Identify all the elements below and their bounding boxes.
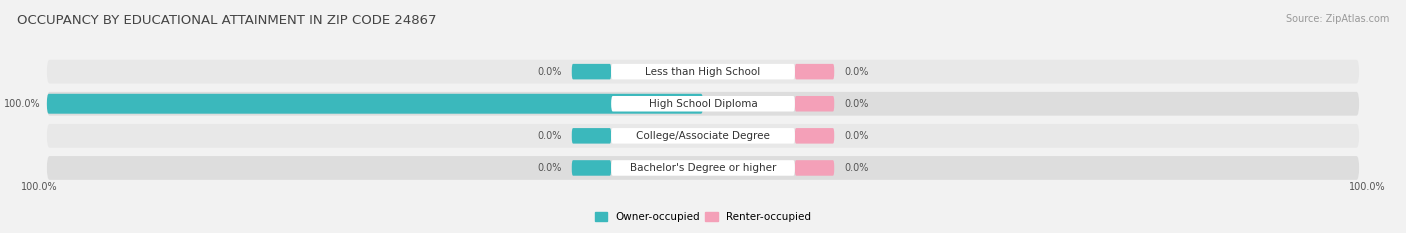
FancyBboxPatch shape xyxy=(46,124,1360,148)
FancyBboxPatch shape xyxy=(612,96,794,112)
FancyBboxPatch shape xyxy=(46,156,1360,180)
Text: 100.0%: 100.0% xyxy=(4,99,41,109)
Legend: Owner-occupied, Renter-occupied: Owner-occupied, Renter-occupied xyxy=(591,208,815,226)
FancyBboxPatch shape xyxy=(46,60,1360,83)
Text: 0.0%: 0.0% xyxy=(537,67,562,77)
Text: Bachelor's Degree or higher: Bachelor's Degree or higher xyxy=(630,163,776,173)
FancyBboxPatch shape xyxy=(572,96,612,112)
Text: 0.0%: 0.0% xyxy=(537,131,562,141)
Text: 0.0%: 0.0% xyxy=(844,163,869,173)
Text: 100.0%: 100.0% xyxy=(21,182,58,192)
FancyBboxPatch shape xyxy=(572,64,612,79)
Text: OCCUPANCY BY EDUCATIONAL ATTAINMENT IN ZIP CODE 24867: OCCUPANCY BY EDUCATIONAL ATTAINMENT IN Z… xyxy=(17,14,436,27)
Text: 0.0%: 0.0% xyxy=(844,99,869,109)
FancyBboxPatch shape xyxy=(46,92,1360,116)
Text: 0.0%: 0.0% xyxy=(537,163,562,173)
FancyBboxPatch shape xyxy=(794,64,834,79)
Text: Less than High School: Less than High School xyxy=(645,67,761,77)
FancyBboxPatch shape xyxy=(794,96,834,112)
FancyBboxPatch shape xyxy=(794,160,834,176)
FancyBboxPatch shape xyxy=(794,128,834,144)
FancyBboxPatch shape xyxy=(46,94,703,114)
FancyBboxPatch shape xyxy=(612,128,794,144)
Text: 0.0%: 0.0% xyxy=(844,131,869,141)
FancyBboxPatch shape xyxy=(612,160,794,176)
Text: 100.0%: 100.0% xyxy=(1348,182,1385,192)
FancyBboxPatch shape xyxy=(572,160,612,176)
Text: High School Diploma: High School Diploma xyxy=(648,99,758,109)
Text: Source: ZipAtlas.com: Source: ZipAtlas.com xyxy=(1285,14,1389,24)
Text: College/Associate Degree: College/Associate Degree xyxy=(636,131,770,141)
FancyBboxPatch shape xyxy=(572,128,612,144)
FancyBboxPatch shape xyxy=(612,64,794,79)
Text: 0.0%: 0.0% xyxy=(844,67,869,77)
